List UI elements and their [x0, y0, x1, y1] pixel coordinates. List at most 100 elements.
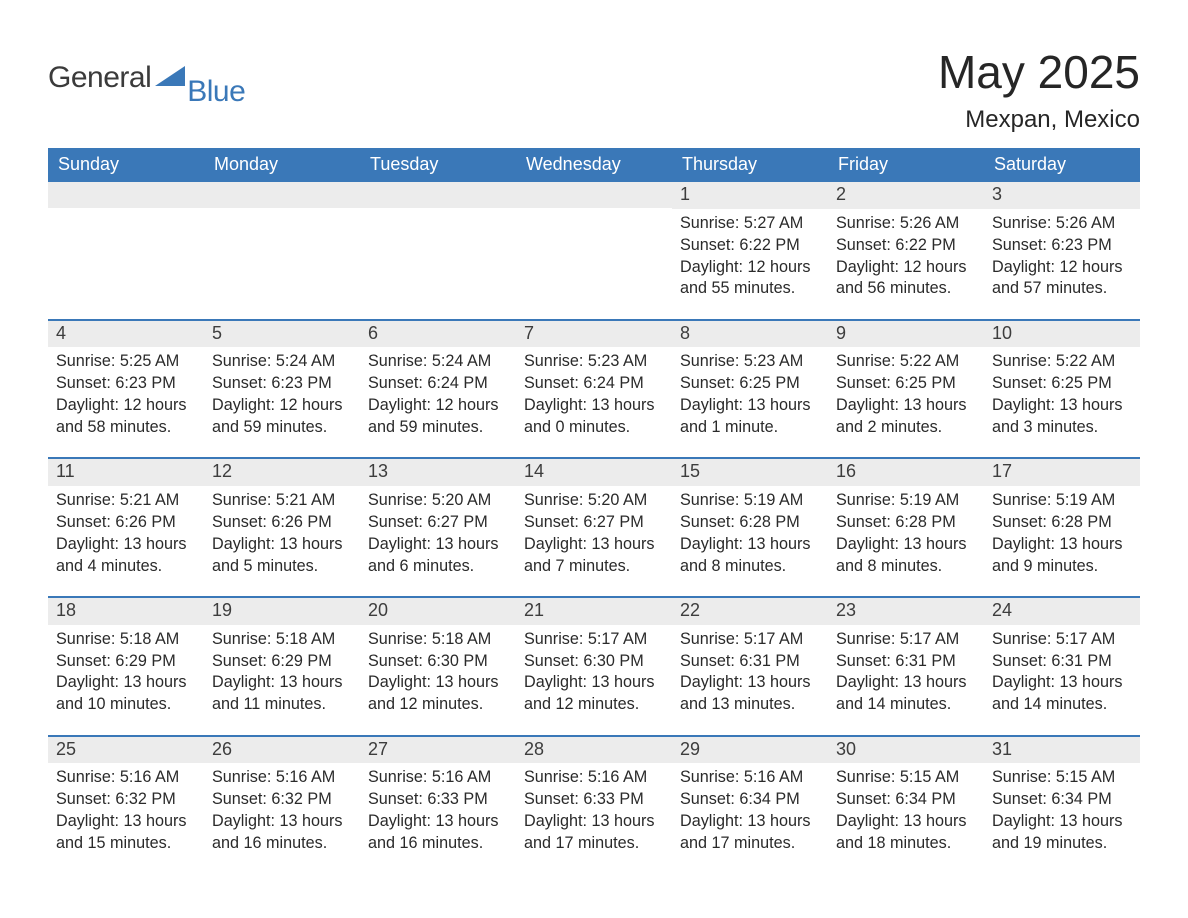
day-cell: 24Sunrise: 5:17 AMSunset: 6:31 PMDayligh…	[984, 598, 1140, 717]
day-number: 5	[204, 321, 360, 348]
sunset-text: Sunset: 6:25 PM	[992, 373, 1132, 395]
daylight-text: Daylight: 13 hours and 14 minutes.	[836, 672, 976, 716]
brand-logo: General Blue	[48, 48, 245, 108]
day-body: Sunrise: 5:18 AMSunset: 6:29 PMDaylight:…	[204, 625, 360, 717]
sunrise-text: Sunrise: 5:19 AM	[992, 490, 1132, 512]
daylight-text: Daylight: 12 hours and 58 minutes.	[56, 395, 196, 439]
day-body: Sunrise: 5:16 AMSunset: 6:32 PMDaylight:…	[48, 763, 204, 855]
daylight-text: Daylight: 13 hours and 14 minutes.	[992, 672, 1132, 716]
day-cell: 18Sunrise: 5:18 AMSunset: 6:29 PMDayligh…	[48, 598, 204, 717]
sunset-text: Sunset: 6:34 PM	[680, 789, 820, 811]
daylight-text: Daylight: 13 hours and 2 minutes.	[836, 395, 976, 439]
day-number: 10	[984, 321, 1140, 348]
day-cell: 3Sunrise: 5:26 AMSunset: 6:23 PMDaylight…	[984, 182, 1140, 301]
day-number	[48, 182, 204, 208]
sunset-text: Sunset: 6:22 PM	[680, 235, 820, 257]
sunrise-text: Sunrise: 5:16 AM	[680, 767, 820, 789]
day-number: 21	[516, 598, 672, 625]
day-number: 6	[360, 321, 516, 348]
week-gap	[48, 301, 1140, 319]
sunrise-text: Sunrise: 5:26 AM	[992, 213, 1132, 235]
daylight-text: Daylight: 13 hours and 7 minutes.	[524, 534, 664, 578]
daylight-text: Daylight: 13 hours and 4 minutes.	[56, 534, 196, 578]
day-body: Sunrise: 5:20 AMSunset: 6:27 PMDaylight:…	[516, 486, 672, 578]
day-cell: 6Sunrise: 5:24 AMSunset: 6:24 PMDaylight…	[360, 321, 516, 440]
daylight-text: Daylight: 12 hours and 59 minutes.	[368, 395, 508, 439]
sunset-text: Sunset: 6:34 PM	[992, 789, 1132, 811]
day-cell: 17Sunrise: 5:19 AMSunset: 6:28 PMDayligh…	[984, 459, 1140, 578]
sunrise-text: Sunrise: 5:22 AM	[992, 351, 1132, 373]
day-number: 31	[984, 737, 1140, 764]
day-body: Sunrise: 5:19 AMSunset: 6:28 PMDaylight:…	[984, 486, 1140, 578]
day-cell: 19Sunrise: 5:18 AMSunset: 6:29 PMDayligh…	[204, 598, 360, 717]
sunrise-text: Sunrise: 5:18 AM	[212, 629, 352, 651]
week-gap	[48, 717, 1140, 735]
daylight-text: Daylight: 13 hours and 16 minutes.	[212, 811, 352, 855]
sunset-text: Sunset: 6:29 PM	[56, 651, 196, 673]
sunrise-text: Sunrise: 5:20 AM	[524, 490, 664, 512]
page-title: May 2025	[938, 48, 1140, 96]
day-number	[204, 182, 360, 208]
day-body: Sunrise: 5:27 AMSunset: 6:22 PMDaylight:…	[672, 209, 828, 301]
sunrise-text: Sunrise: 5:15 AM	[992, 767, 1132, 789]
day-cell-empty	[204, 182, 360, 301]
day-number: 8	[672, 321, 828, 348]
sunrise-text: Sunrise: 5:26 AM	[836, 213, 976, 235]
sunset-text: Sunset: 6:34 PM	[836, 789, 976, 811]
day-number: 16	[828, 459, 984, 486]
day-body: Sunrise: 5:26 AMSunset: 6:23 PMDaylight:…	[984, 209, 1140, 301]
day-number: 9	[828, 321, 984, 348]
day-cell: 27Sunrise: 5:16 AMSunset: 6:33 PMDayligh…	[360, 737, 516, 856]
day-number: 24	[984, 598, 1140, 625]
daylight-text: Daylight: 13 hours and 5 minutes.	[212, 534, 352, 578]
sunrise-text: Sunrise: 5:21 AM	[212, 490, 352, 512]
day-cell: 1Sunrise: 5:27 AMSunset: 6:22 PMDaylight…	[672, 182, 828, 301]
sunset-text: Sunset: 6:27 PM	[524, 512, 664, 534]
sunrise-text: Sunrise: 5:21 AM	[56, 490, 196, 512]
day-number: 27	[360, 737, 516, 764]
day-body: Sunrise: 5:19 AMSunset: 6:28 PMDaylight:…	[828, 486, 984, 578]
daylight-text: Daylight: 12 hours and 57 minutes.	[992, 257, 1132, 301]
day-number: 28	[516, 737, 672, 764]
day-cell: 22Sunrise: 5:17 AMSunset: 6:31 PMDayligh…	[672, 598, 828, 717]
daylight-text: Daylight: 13 hours and 15 minutes.	[56, 811, 196, 855]
sunrise-text: Sunrise: 5:22 AM	[836, 351, 976, 373]
sunrise-text: Sunrise: 5:20 AM	[368, 490, 508, 512]
daylight-text: Daylight: 13 hours and 3 minutes.	[992, 395, 1132, 439]
week-row: 11Sunrise: 5:21 AMSunset: 6:26 PMDayligh…	[48, 457, 1140, 578]
day-cell: 16Sunrise: 5:19 AMSunset: 6:28 PMDayligh…	[828, 459, 984, 578]
sunset-text: Sunset: 6:23 PM	[56, 373, 196, 395]
calendar-page: General Blue May 2025 Mexpan, Mexico Sun…	[0, 0, 1188, 885]
day-body: Sunrise: 5:17 AMSunset: 6:31 PMDaylight:…	[672, 625, 828, 717]
day-cell: 20Sunrise: 5:18 AMSunset: 6:30 PMDayligh…	[360, 598, 516, 717]
sunrise-text: Sunrise: 5:17 AM	[992, 629, 1132, 651]
sunset-text: Sunset: 6:27 PM	[368, 512, 508, 534]
sunrise-text: Sunrise: 5:25 AM	[56, 351, 196, 373]
day-body: Sunrise: 5:16 AMSunset: 6:33 PMDaylight:…	[360, 763, 516, 855]
sunrise-text: Sunrise: 5:27 AM	[680, 213, 820, 235]
day-number: 3	[984, 182, 1140, 209]
day-body: Sunrise: 5:23 AMSunset: 6:24 PMDaylight:…	[516, 347, 672, 439]
day-cell: 14Sunrise: 5:20 AMSunset: 6:27 PMDayligh…	[516, 459, 672, 578]
day-body: Sunrise: 5:19 AMSunset: 6:28 PMDaylight:…	[672, 486, 828, 578]
sunset-text: Sunset: 6:29 PM	[212, 651, 352, 673]
week-row: 4Sunrise: 5:25 AMSunset: 6:23 PMDaylight…	[48, 319, 1140, 440]
sunset-text: Sunset: 6:28 PM	[836, 512, 976, 534]
weekday-thu: Thursday	[672, 148, 828, 182]
sunrise-text: Sunrise: 5:16 AM	[524, 767, 664, 789]
week-row: 18Sunrise: 5:18 AMSunset: 6:29 PMDayligh…	[48, 596, 1140, 717]
day-body	[204, 208, 360, 300]
week-gap	[48, 578, 1140, 596]
sunrise-text: Sunrise: 5:19 AM	[836, 490, 976, 512]
day-number: 15	[672, 459, 828, 486]
day-body	[48, 208, 204, 300]
calendar-grid: Sunday Monday Tuesday Wednesday Thursday…	[48, 148, 1140, 855]
sunset-text: Sunset: 6:25 PM	[680, 373, 820, 395]
day-number: 25	[48, 737, 204, 764]
day-number: 19	[204, 598, 360, 625]
weekday-sat: Saturday	[984, 148, 1140, 182]
sunset-text: Sunset: 6:33 PM	[368, 789, 508, 811]
day-body: Sunrise: 5:17 AMSunset: 6:31 PMDaylight:…	[828, 625, 984, 717]
day-number: 18	[48, 598, 204, 625]
day-cell-empty	[360, 182, 516, 301]
